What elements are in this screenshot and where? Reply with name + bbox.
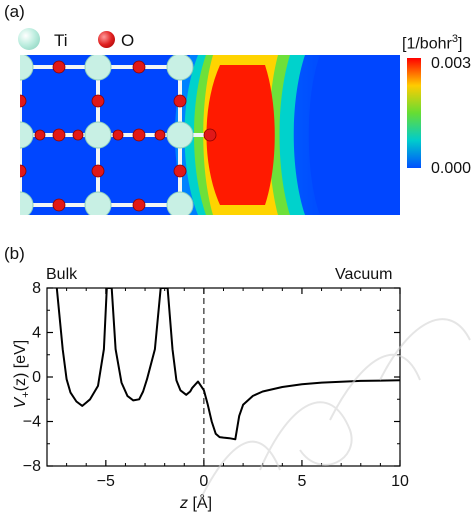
- potential-line: [55, 288, 400, 441]
- charge-density-map: [20, 55, 400, 215]
- y-tick-label: −4: [23, 414, 41, 431]
- y-tick-label: −8: [23, 458, 41, 475]
- x-tick-label: 5: [297, 473, 306, 490]
- legend-ti-label: Ti: [54, 31, 68, 50]
- colorbar-min-label: 0.000: [431, 160, 472, 177]
- y-tick-label: 4: [32, 325, 41, 342]
- x-tick-label: −5: [97, 473, 115, 490]
- x-tick-label: 10: [391, 473, 409, 490]
- y-tick-label: 0: [32, 369, 41, 386]
- legend-o-label: O: [121, 31, 135, 50]
- colorbar-max-label: 0.003: [431, 55, 472, 72]
- panel-b-label: (b): [4, 244, 25, 263]
- colorbar-unit: [1/bohr3]: [402, 33, 463, 53]
- panel-a-label: (a): [4, 2, 25, 21]
- x-tick-label: 0: [199, 473, 208, 490]
- o-atom-icon: [98, 31, 115, 48]
- ti-atom-icon: [18, 28, 40, 50]
- vacuum-label: Vacuum: [335, 266, 393, 283]
- bulk-label: Bulk: [46, 266, 78, 283]
- y-tick-label: 8: [32, 280, 41, 297]
- x-axis-label: z [Å]: [180, 495, 213, 512]
- potential-plot: 8 4 0 −4 −8 −5 0 5 10: [23, 280, 409, 490]
- colorbar: [407, 58, 421, 168]
